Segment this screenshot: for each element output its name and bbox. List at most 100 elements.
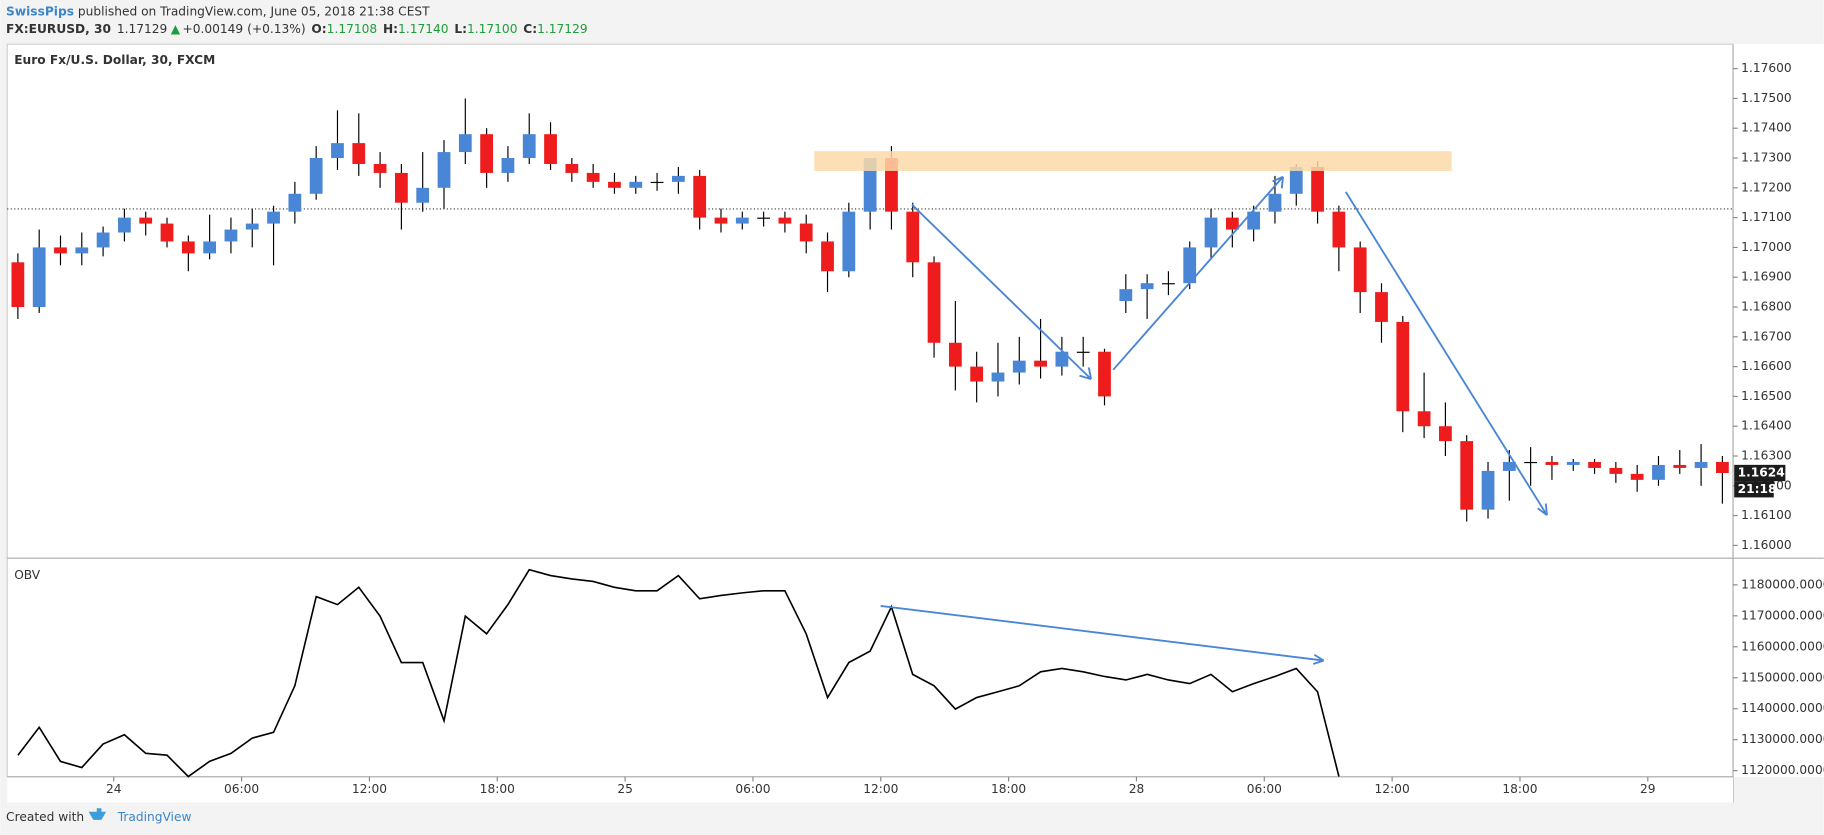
countdown-box xyxy=(1734,481,1774,498)
candle-body xyxy=(1545,461,1559,465)
candle-body xyxy=(1076,351,1090,353)
ohlc-value: 1.17129 xyxy=(537,22,587,36)
x-tick-label: 12:00 xyxy=(863,782,898,796)
last-price-box xyxy=(1734,464,1786,482)
candle-body xyxy=(693,175,707,218)
candle-body xyxy=(1481,470,1495,510)
ohlc-label: L: xyxy=(454,22,467,36)
candle-body xyxy=(1204,217,1218,248)
candle-body xyxy=(629,181,643,188)
change: +0.00149 (+0.13%) xyxy=(183,22,306,36)
x-tick-label: 18:00 xyxy=(480,782,515,796)
candle-body xyxy=(970,366,984,382)
candle-body xyxy=(416,187,430,203)
candle-body xyxy=(1289,166,1303,194)
candle-body xyxy=(522,134,536,159)
candle-body xyxy=(1566,461,1580,465)
y-tick-label: 1.17200 xyxy=(1741,180,1791,194)
y-tick-label: 1.17000 xyxy=(1741,240,1791,254)
candle-body xyxy=(565,163,579,173)
time-axis-area xyxy=(7,776,1734,803)
candle-body xyxy=(1098,351,1111,397)
candle-body xyxy=(821,241,834,272)
y-tick-label: 1170000.0000 xyxy=(1741,608,1824,622)
candle-body xyxy=(437,152,451,188)
candle-body xyxy=(586,172,600,182)
candle-body xyxy=(714,217,728,224)
candle-body xyxy=(480,134,494,173)
x-tick-label: 24 xyxy=(106,782,122,796)
candle-body xyxy=(1396,321,1410,412)
y-tick-label: 1.16100 xyxy=(1741,508,1791,522)
candle-body xyxy=(245,223,259,230)
x-tick-label: 06:00 xyxy=(735,782,770,796)
candle-body xyxy=(1055,351,1069,367)
ohlc-value: 1.17100 xyxy=(467,22,517,36)
candle-body xyxy=(1694,461,1708,468)
price-axis-area xyxy=(1733,44,1824,777)
brand-logo xyxy=(88,808,107,820)
header-line-2: FX:EURUSD, 30 1.17129 ▲ +0.00149 (+0.13%) O:… xyxy=(6,22,588,36)
candle-body xyxy=(160,223,174,242)
candle-body xyxy=(842,211,856,272)
candle-body xyxy=(1673,464,1687,468)
price-pane-title: Euro Fx/U.S. Dollar, 30, FXCM xyxy=(14,53,215,67)
candle-body xyxy=(373,163,387,173)
candle-body xyxy=(671,175,685,182)
divergence-arrow xyxy=(880,604,1325,665)
candle-body xyxy=(139,217,153,224)
candle-body xyxy=(650,181,664,184)
ohlc-value: 1.17140 xyxy=(398,22,448,36)
candle-body xyxy=(906,211,920,263)
up-arrow: ▲ xyxy=(171,22,181,36)
y-tick-label: 1120000.0000 xyxy=(1741,763,1824,777)
y-tick-label: 1.16400 xyxy=(1741,419,1791,433)
candle-body xyxy=(948,342,962,367)
candle-body xyxy=(458,134,472,153)
last-price-label: 1.16243 xyxy=(1738,465,1794,479)
candle-body xyxy=(118,217,131,233)
y-tick-label: 1.16800 xyxy=(1741,300,1791,314)
candle-body xyxy=(885,158,898,212)
candle-body xyxy=(331,143,344,159)
candle-body xyxy=(1439,426,1452,442)
candle-body xyxy=(991,372,1005,382)
candle-body xyxy=(203,241,217,254)
footer-created: Created with xyxy=(6,810,84,824)
candle-body xyxy=(352,143,366,164)
y-tick-label: 1.16900 xyxy=(1741,270,1791,284)
y-tick-label: 1160000.0000 xyxy=(1741,639,1824,653)
y-tick-label: 1.17300 xyxy=(1741,151,1791,165)
x-tick-label: 06:00 xyxy=(224,782,259,796)
candle-body xyxy=(1332,211,1346,248)
candle-body xyxy=(1140,283,1154,290)
x-tick-label: 28 xyxy=(1129,782,1145,796)
candle-body xyxy=(1417,411,1431,427)
candle-body xyxy=(1630,473,1644,480)
y-tick-label: 1130000.0000 xyxy=(1741,732,1824,746)
obv-pane-title: OBV xyxy=(14,568,41,582)
footer-brand: TradingView xyxy=(117,810,192,824)
candle-body xyxy=(1502,461,1516,471)
y-tick-label: 1.17100 xyxy=(1741,210,1791,224)
candle-body xyxy=(54,247,67,254)
candle-body xyxy=(1183,247,1197,284)
candle-body xyxy=(757,217,770,219)
candle-body xyxy=(1609,467,1623,474)
candle-body xyxy=(267,211,280,224)
candle-body xyxy=(1268,193,1282,212)
candle-body xyxy=(1588,461,1601,468)
candle-body xyxy=(1225,217,1239,230)
countdown: 21:18 xyxy=(1738,482,1777,496)
last: 1.17129 xyxy=(117,22,167,36)
candle-body xyxy=(1524,461,1538,464)
trend-arrow xyxy=(1112,175,1284,371)
candle-body xyxy=(1034,360,1047,367)
y-tick-label: 1.17600 xyxy=(1741,61,1791,75)
candle-body xyxy=(1119,289,1133,302)
candle-body xyxy=(1652,464,1665,480)
candle-body xyxy=(32,247,46,308)
ohlc-label: C: xyxy=(523,22,537,36)
